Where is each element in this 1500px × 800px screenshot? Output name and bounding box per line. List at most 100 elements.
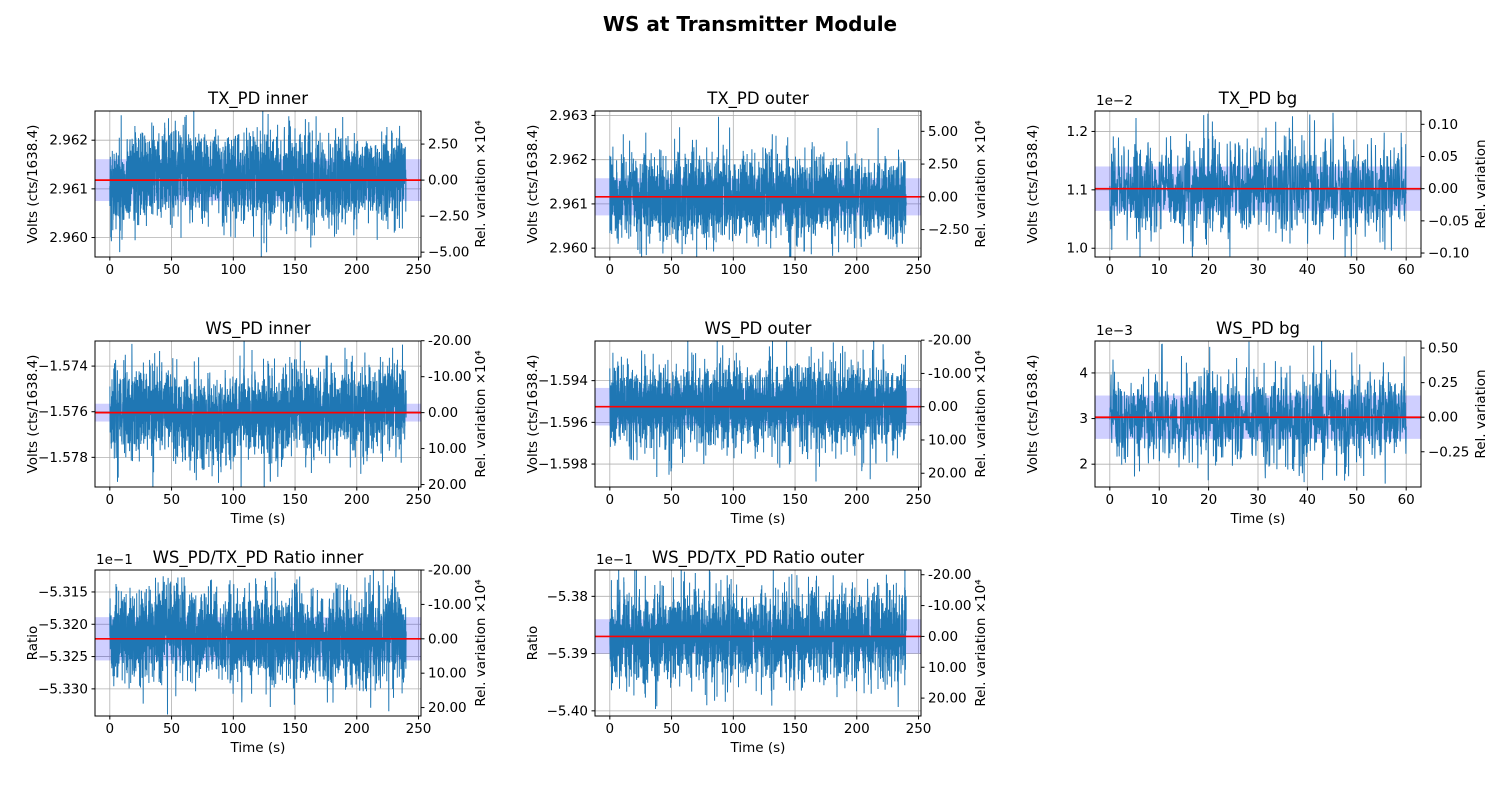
right-tick-label: 10.00 bbox=[928, 432, 967, 448]
x-tick-label: 40 bbox=[1299, 262, 1316, 278]
right-tick-label: 0.00 bbox=[428, 631, 458, 647]
x-tick-label: 200 bbox=[844, 492, 870, 508]
x-tick-label: 100 bbox=[220, 721, 246, 737]
subplot-title: TX_PD bg bbox=[1218, 89, 1297, 109]
y-tick-label: 2.961 bbox=[49, 181, 88, 197]
right-tick-label: 0.50 bbox=[1428, 341, 1458, 357]
x-tick-label: 250 bbox=[906, 262, 932, 278]
x-tick-label: 50 bbox=[663, 262, 680, 278]
x-tick-label: 0 bbox=[1106, 262, 1115, 278]
x-tick-label: 50 bbox=[1348, 262, 1365, 278]
y-tick-label: −5.330 bbox=[38, 681, 88, 697]
x-tick-label: 100 bbox=[720, 262, 746, 278]
y-tick-label: 2.961 bbox=[549, 196, 588, 212]
x-tick-label: 150 bbox=[782, 492, 808, 508]
subplot-tx_pd_inner: 0 50 100 150 200 250 2.960 2.961 2.962 2.50 0.00 −2… bbox=[25, 89, 489, 278]
y-tick-label: 1.0 bbox=[1067, 241, 1088, 257]
x-tick-label: 50 bbox=[1348, 492, 1365, 508]
right-tick-label: −2.50 bbox=[928, 222, 969, 238]
y-axis-label: Volts (cts/1638.4) bbox=[25, 125, 41, 244]
axes-frame bbox=[594, 569, 922, 717]
right-tick-label: 10.00 bbox=[428, 666, 467, 682]
y-tick-label: 1.1 bbox=[1067, 182, 1088, 198]
right-tick-label: 5.00 bbox=[928, 124, 958, 140]
right-tick-label: -10.00 bbox=[928, 598, 972, 614]
right-axis-label: Rel. variation bbox=[1473, 369, 1489, 458]
y-axis-offset-text: 1e−3 bbox=[1096, 323, 1133, 339]
right-tick-label: -10.00 bbox=[428, 369, 472, 385]
y-tick-label: −1.578 bbox=[38, 450, 88, 466]
right-tick-label: -10.00 bbox=[928, 366, 972, 382]
x-tick-label: 200 bbox=[844, 262, 870, 278]
subplot-ratio_inner: 0 50 100 150 200 250 −5.315 −5.320 −5.325 −5.330 -… bbox=[25, 548, 489, 756]
right-tick-label: 0.25 bbox=[1428, 375, 1458, 391]
x-tick-label: 200 bbox=[344, 262, 370, 278]
right-tick-label: -10.00 bbox=[428, 597, 472, 613]
signal-trace bbox=[609, 570, 907, 710]
x-axis-label: Time (s) bbox=[230, 511, 286, 527]
x-tick-label: 10 bbox=[1151, 262, 1168, 278]
y-tick-label: 2.962 bbox=[549, 152, 588, 168]
right-tick-label: 2.50 bbox=[428, 137, 458, 153]
x-tick-label: 100 bbox=[220, 262, 246, 278]
x-tick-label: 150 bbox=[282, 492, 308, 508]
x-tick-label: 100 bbox=[720, 492, 746, 508]
y-axis-label: Volts (cts/1638.4) bbox=[1025, 355, 1041, 474]
x-tick-label: 50 bbox=[163, 492, 180, 508]
right-tick-label: 20.00 bbox=[428, 700, 467, 716]
y-tick-label: 2 bbox=[1079, 457, 1088, 473]
x-tick-label: 20 bbox=[1200, 492, 1217, 508]
right-tick-label: 0.00 bbox=[928, 399, 958, 415]
subplot-ws_pd_bg: 0 10 20 30 40 50 60 2 3 4 0.50 0.25 0.00 −0.25 WS_PD b… bbox=[1025, 319, 1489, 527]
subplot-title: WS_PD bg bbox=[1216, 319, 1300, 339]
right-tick-label: −0.10 bbox=[1428, 246, 1469, 262]
y-axis-label: Volts (cts/1638.4) bbox=[1025, 125, 1041, 244]
y-tick-label: −1.598 bbox=[538, 457, 588, 473]
right-tick-label: 0.00 bbox=[928, 189, 958, 205]
y-tick-label: 3 bbox=[1079, 411, 1088, 427]
x-tick-label: 150 bbox=[282, 721, 308, 737]
subplot-tx_pd_outer: 0 50 100 150 200 250 2.960 2.961 2.962 2.963 5.00 2… bbox=[525, 89, 989, 278]
y-tick-label: −1.574 bbox=[38, 359, 88, 375]
x-tick-label: 30 bbox=[1249, 492, 1266, 508]
y-axis-label: Volts (cts/1638.4) bbox=[525, 355, 541, 474]
x-tick-label: 250 bbox=[906, 492, 932, 508]
subplot-tx_pd_bg: 0 10 20 30 40 50 60 1.0 1.1 1.2 0.10 0.05 0.00 −0.05 −… bbox=[1025, 89, 1489, 278]
right-axis-label: Rel. variation ×10⁴ bbox=[473, 350, 489, 477]
y-axis-label: Ratio bbox=[25, 626, 41, 661]
right-tick-label: 0.00 bbox=[428, 173, 458, 189]
y-axis-label: Volts (cts/1638.4) bbox=[525, 125, 541, 244]
x-axis-label: Time (s) bbox=[1230, 511, 1286, 527]
x-tick-label: 250 bbox=[406, 721, 432, 737]
x-tick-label: 250 bbox=[906, 721, 932, 737]
right-axis-label: Rel. variation ×10⁴ bbox=[973, 579, 989, 706]
y-tick-label: 2.960 bbox=[549, 241, 588, 257]
x-tick-label: 0 bbox=[106, 262, 115, 278]
x-tick-label: 150 bbox=[782, 262, 808, 278]
axes-frame bbox=[594, 340, 922, 488]
signal-trace bbox=[1109, 112, 1407, 257]
x-tick-label: 50 bbox=[663, 721, 680, 737]
right-tick-label: 20.00 bbox=[428, 477, 467, 493]
x-axis-label: Time (s) bbox=[730, 511, 786, 527]
x-tick-label: 60 bbox=[1398, 492, 1415, 508]
x-tick-label: 40 bbox=[1299, 492, 1316, 508]
axes-frame bbox=[594, 110, 922, 258]
x-tick-label: 0 bbox=[606, 262, 615, 278]
subplot-title: TX_PD inner bbox=[207, 89, 308, 109]
subplot-title: TX_PD outer bbox=[706, 89, 809, 109]
signal-trace bbox=[109, 341, 407, 487]
x-tick-label: 50 bbox=[163, 721, 180, 737]
subplot-title: WS_PD/TX_PD Ratio inner bbox=[153, 548, 364, 568]
signal-trace bbox=[609, 116, 907, 257]
right-tick-label: -20.00 bbox=[428, 333, 472, 349]
y-tick-label: −1.596 bbox=[538, 415, 588, 431]
x-axis-label: Time (s) bbox=[230, 740, 286, 756]
y-tick-label: 1.2 bbox=[1067, 124, 1088, 140]
right-tick-label: 0.00 bbox=[928, 629, 958, 645]
right-axis-label: Rel. variation ×10⁴ bbox=[973, 120, 989, 247]
right-tick-label: -20.00 bbox=[428, 563, 472, 579]
x-tick-label: 250 bbox=[406, 492, 432, 508]
y-tick-label: −1.576 bbox=[38, 404, 88, 420]
